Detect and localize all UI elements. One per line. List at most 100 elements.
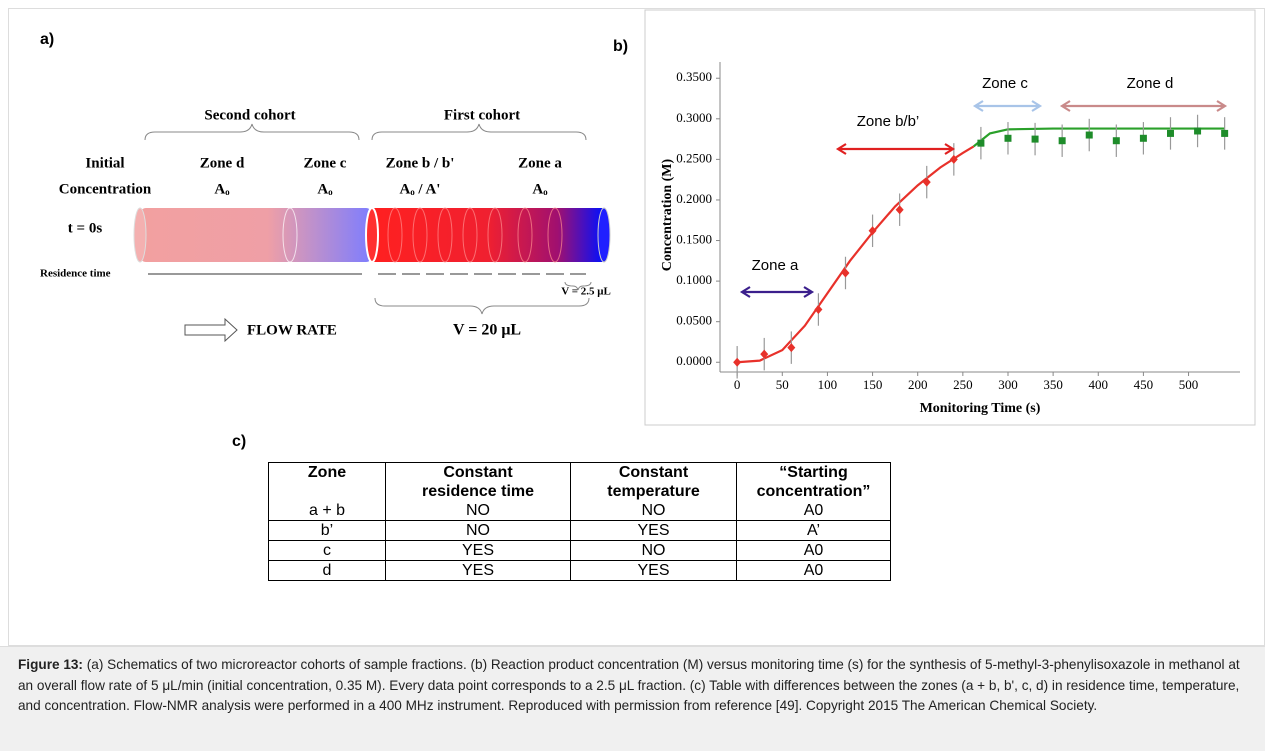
flow-label: FLOW RATE [247, 322, 337, 338]
zone-conc: Aₒ [532, 181, 548, 197]
x-tick-label: 0 [734, 377, 741, 392]
data-point [1004, 134, 1012, 142]
zone-arrow [972, 100, 1043, 112]
residence-label: Residence time [40, 268, 111, 280]
table-cell: NO [570, 540, 737, 561]
y-tick-label: 0.3500 [676, 69, 712, 84]
fraction-rings [282, 207, 563, 263]
zone-conc: Aₒ [317, 181, 333, 197]
header-cell: Constant temperature [570, 462, 737, 501]
zone-name: Zone c [304, 155, 347, 171]
table-cell: b’ [268, 520, 386, 541]
data-point [733, 357, 742, 367]
header-text: “Starting [779, 464, 848, 481]
x-tick-label: 350 [1043, 377, 1063, 392]
table-cell: YES [385, 540, 571, 561]
cohort-label: First cohort [444, 107, 520, 123]
header-text: Zone [307, 464, 347, 481]
data-point [1166, 129, 1174, 137]
chart-frame [644, 9, 1256, 426]
zone-name: Zone b / b' [386, 155, 455, 171]
row-label: Concentration [59, 181, 152, 197]
data-point [814, 305, 823, 315]
table-row: d YES YES A0 [268, 560, 891, 581]
table-cell: a + b [268, 501, 386, 521]
cohort-label: Second cohort [204, 107, 295, 123]
fit-line [972, 127, 1225, 148]
panel-label: a) [40, 31, 54, 48]
chart: b) Monitoring Time (s) Concentration (M)… [613, 38, 1240, 416]
header-cell: Zone [268, 462, 386, 501]
zone-label: Zone c [982, 75, 1028, 92]
x-tick-label: 200 [908, 377, 928, 392]
data-point [1221, 129, 1229, 137]
table-cell: YES [570, 520, 737, 541]
x-tick-label: 450 [1134, 377, 1154, 392]
time-label: t = 0s [68, 220, 103, 236]
data-point [922, 177, 931, 187]
table-row: a + b NO NO A0 [268, 501, 891, 521]
data-point [868, 226, 877, 236]
zone-arrow [1059, 100, 1228, 112]
y-tick-label: 0.0500 [676, 313, 712, 328]
table-cell: A0 [736, 540, 891, 561]
zone-arrow [739, 286, 815, 298]
table-cell: d [268, 560, 386, 581]
panel-label: c) [232, 433, 246, 450]
data-point [787, 343, 796, 353]
volume-total: V = 20 μL [453, 322, 521, 339]
data-point [895, 205, 904, 215]
data-point [841, 268, 850, 278]
header-text: temperature [607, 483, 700, 500]
x-tick-label: 50 [776, 377, 789, 392]
zone-label: Zone d [1127, 75, 1174, 92]
caption-text: (a) Schematics of two microreactor cohor… [18, 657, 1240, 713]
panel-label: b) [613, 38, 628, 55]
tube-end [597, 207, 611, 263]
header-cell: Constant residence time [385, 462, 571, 501]
table-cell: YES [385, 560, 571, 581]
x-tick-label: 250 [953, 377, 973, 392]
zone-table: Zone Constant residence time Constant temper… [268, 462, 891, 581]
table-cell: A’ [736, 520, 891, 541]
header-text: residence time [421, 483, 535, 500]
x-tick-label: 150 [863, 377, 883, 392]
tube-end [133, 207, 147, 263]
y-tick-label: 0.2000 [676, 191, 712, 206]
header-text: Constant [618, 464, 689, 481]
table-cell: NO [385, 501, 571, 521]
header-text: concentration” [756, 483, 871, 500]
x-tick-label: 300 [998, 377, 1018, 392]
data-point [1112, 137, 1120, 145]
y-tick-label: 0.1000 [676, 272, 712, 287]
zone-label: Zone b/b’ [857, 113, 920, 130]
y-tick-label: 0.2500 [676, 150, 712, 165]
tube-end [365, 207, 379, 263]
x-tick-label: 500 [1179, 377, 1199, 392]
figure-svg: a) Second cohort First cohort Initial Co… [40, 9, 1256, 450]
zone-name: Zone a [518, 155, 562, 171]
table-cell: A0 [736, 501, 891, 521]
table-row: c YES NO A0 [268, 540, 891, 561]
table-row: b’ NO YES A’ [268, 520, 891, 541]
table-cell: YES [570, 560, 737, 581]
table-cell: NO [570, 501, 737, 521]
volume-small: V = 2.5 μL [561, 286, 611, 298]
y-tick-label: 0.3000 [676, 110, 712, 125]
table-cell: A0 [736, 560, 891, 581]
data-point [949, 154, 958, 164]
data-point [977, 139, 985, 147]
data-point [760, 349, 769, 359]
table-cell: c [268, 540, 386, 561]
fit-line [737, 145, 975, 364]
flow-arrow [184, 317, 238, 343]
y-tick-label: 0.1500 [676, 232, 712, 247]
caption-label: Figure 13: [18, 657, 83, 672]
table-cell: NO [385, 520, 571, 541]
zone-conc: Aₒ [214, 181, 230, 197]
data-point [1058, 137, 1066, 145]
data-point [1085, 131, 1093, 139]
data-point [1194, 127, 1202, 135]
zone-arrow [835, 143, 956, 155]
